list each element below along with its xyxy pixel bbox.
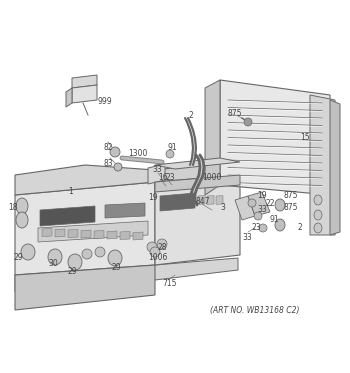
Polygon shape (66, 88, 72, 107)
Polygon shape (68, 229, 78, 238)
Text: 875: 875 (284, 191, 299, 201)
Polygon shape (15, 165, 155, 195)
Text: 16: 16 (158, 173, 168, 182)
Polygon shape (72, 75, 97, 88)
Polygon shape (72, 85, 97, 103)
Text: 999: 999 (98, 97, 113, 107)
Polygon shape (207, 196, 214, 204)
Circle shape (244, 118, 252, 126)
Polygon shape (248, 192, 270, 216)
Ellipse shape (275, 219, 285, 231)
Polygon shape (15, 258, 238, 292)
Ellipse shape (16, 198, 28, 214)
Polygon shape (155, 160, 240, 182)
Text: 19: 19 (148, 194, 158, 203)
Polygon shape (220, 80, 330, 195)
Text: 1006: 1006 (148, 254, 167, 263)
Polygon shape (155, 175, 240, 192)
Circle shape (150, 247, 160, 257)
Text: 28: 28 (158, 244, 168, 253)
Circle shape (254, 212, 262, 220)
Ellipse shape (21, 244, 35, 260)
Polygon shape (198, 196, 205, 204)
Text: 22: 22 (265, 198, 274, 207)
Text: 1000: 1000 (202, 173, 221, 182)
Text: (ART NO. WB13168 C2): (ART NO. WB13168 C2) (210, 305, 300, 314)
Circle shape (259, 224, 267, 232)
Polygon shape (42, 229, 52, 236)
Text: 82: 82 (103, 144, 112, 153)
Ellipse shape (48, 249, 62, 265)
Circle shape (110, 147, 120, 157)
Text: 29: 29 (67, 267, 77, 276)
Polygon shape (107, 231, 117, 239)
Ellipse shape (108, 250, 122, 266)
Polygon shape (205, 80, 220, 195)
Polygon shape (40, 206, 95, 226)
Ellipse shape (314, 223, 322, 233)
Text: 91: 91 (168, 144, 177, 153)
Polygon shape (235, 196, 255, 220)
Ellipse shape (314, 195, 322, 205)
Polygon shape (120, 232, 130, 239)
Text: 83: 83 (103, 159, 113, 167)
Polygon shape (216, 196, 223, 204)
Polygon shape (155, 175, 240, 265)
Text: 847: 847 (196, 197, 210, 206)
Text: 23: 23 (166, 172, 176, 182)
Text: 715: 715 (162, 279, 176, 288)
Circle shape (95, 247, 105, 257)
Text: 19: 19 (257, 191, 267, 201)
Text: 15: 15 (300, 134, 310, 142)
Circle shape (248, 199, 256, 207)
Polygon shape (15, 182, 155, 275)
Polygon shape (94, 231, 104, 238)
Polygon shape (148, 164, 165, 184)
Polygon shape (330, 100, 340, 235)
Text: 91: 91 (270, 216, 280, 225)
Polygon shape (133, 232, 143, 240)
Ellipse shape (275, 199, 285, 211)
Polygon shape (160, 193, 195, 211)
Polygon shape (81, 230, 91, 238)
Polygon shape (15, 265, 155, 310)
Text: 1300: 1300 (128, 148, 147, 157)
Text: 33: 33 (257, 206, 267, 214)
Text: 29: 29 (14, 254, 24, 263)
Text: 3: 3 (220, 204, 225, 213)
Text: 30: 30 (48, 260, 58, 269)
Polygon shape (310, 95, 335, 235)
Text: 2: 2 (298, 223, 303, 232)
Text: 33: 33 (242, 233, 252, 242)
Circle shape (82, 249, 92, 259)
Circle shape (114, 163, 122, 171)
Ellipse shape (314, 210, 322, 220)
Polygon shape (155, 158, 240, 169)
Text: 875: 875 (284, 204, 299, 213)
Circle shape (147, 242, 157, 252)
Text: 1: 1 (68, 188, 73, 197)
Text: 875: 875 (228, 110, 243, 119)
Polygon shape (38, 221, 148, 242)
Polygon shape (105, 203, 145, 218)
Ellipse shape (16, 212, 28, 228)
Polygon shape (55, 229, 65, 237)
Text: 29: 29 (112, 263, 122, 273)
Text: 18: 18 (8, 204, 18, 213)
Text: 23: 23 (252, 223, 262, 232)
Ellipse shape (68, 254, 82, 270)
Text: 33: 33 (152, 166, 162, 175)
Circle shape (157, 239, 167, 249)
Circle shape (166, 150, 174, 158)
Text: 2: 2 (189, 110, 193, 119)
